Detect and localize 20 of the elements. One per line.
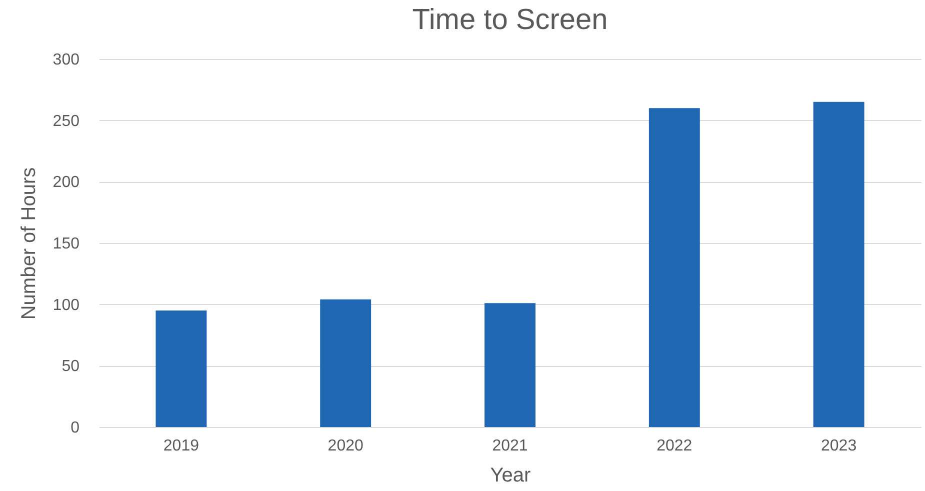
- bar: [320, 299, 372, 427]
- y-tick-label: 100: [52, 296, 80, 314]
- y-tick-label: 50: [62, 358, 80, 376]
- x-tick-label: 2022: [656, 438, 692, 454]
- y-tick-label: 0: [70, 420, 80, 436]
- y-tick-label: 250: [52, 112, 80, 130]
- y-tick-label: 200: [52, 174, 80, 192]
- bar: [156, 310, 207, 427]
- y-tick-label: 150: [52, 236, 80, 252]
- y-tick-label: 300: [52, 52, 80, 68]
- bar: [484, 303, 536, 427]
- bar: [648, 108, 700, 427]
- y-axis-title: Number of Hours: [18, 167, 40, 320]
- x-tick-label: 2021: [492, 438, 528, 454]
- bar: [813, 102, 864, 427]
- x-tick-label: 2019: [163, 438, 200, 454]
- x-tick-label: 2023: [821, 438, 857, 454]
- x-tick-label: 2020: [328, 438, 364, 454]
- x-axis-title: Year: [490, 464, 532, 486]
- chart-title: Time to Screen: [412, 4, 608, 36]
